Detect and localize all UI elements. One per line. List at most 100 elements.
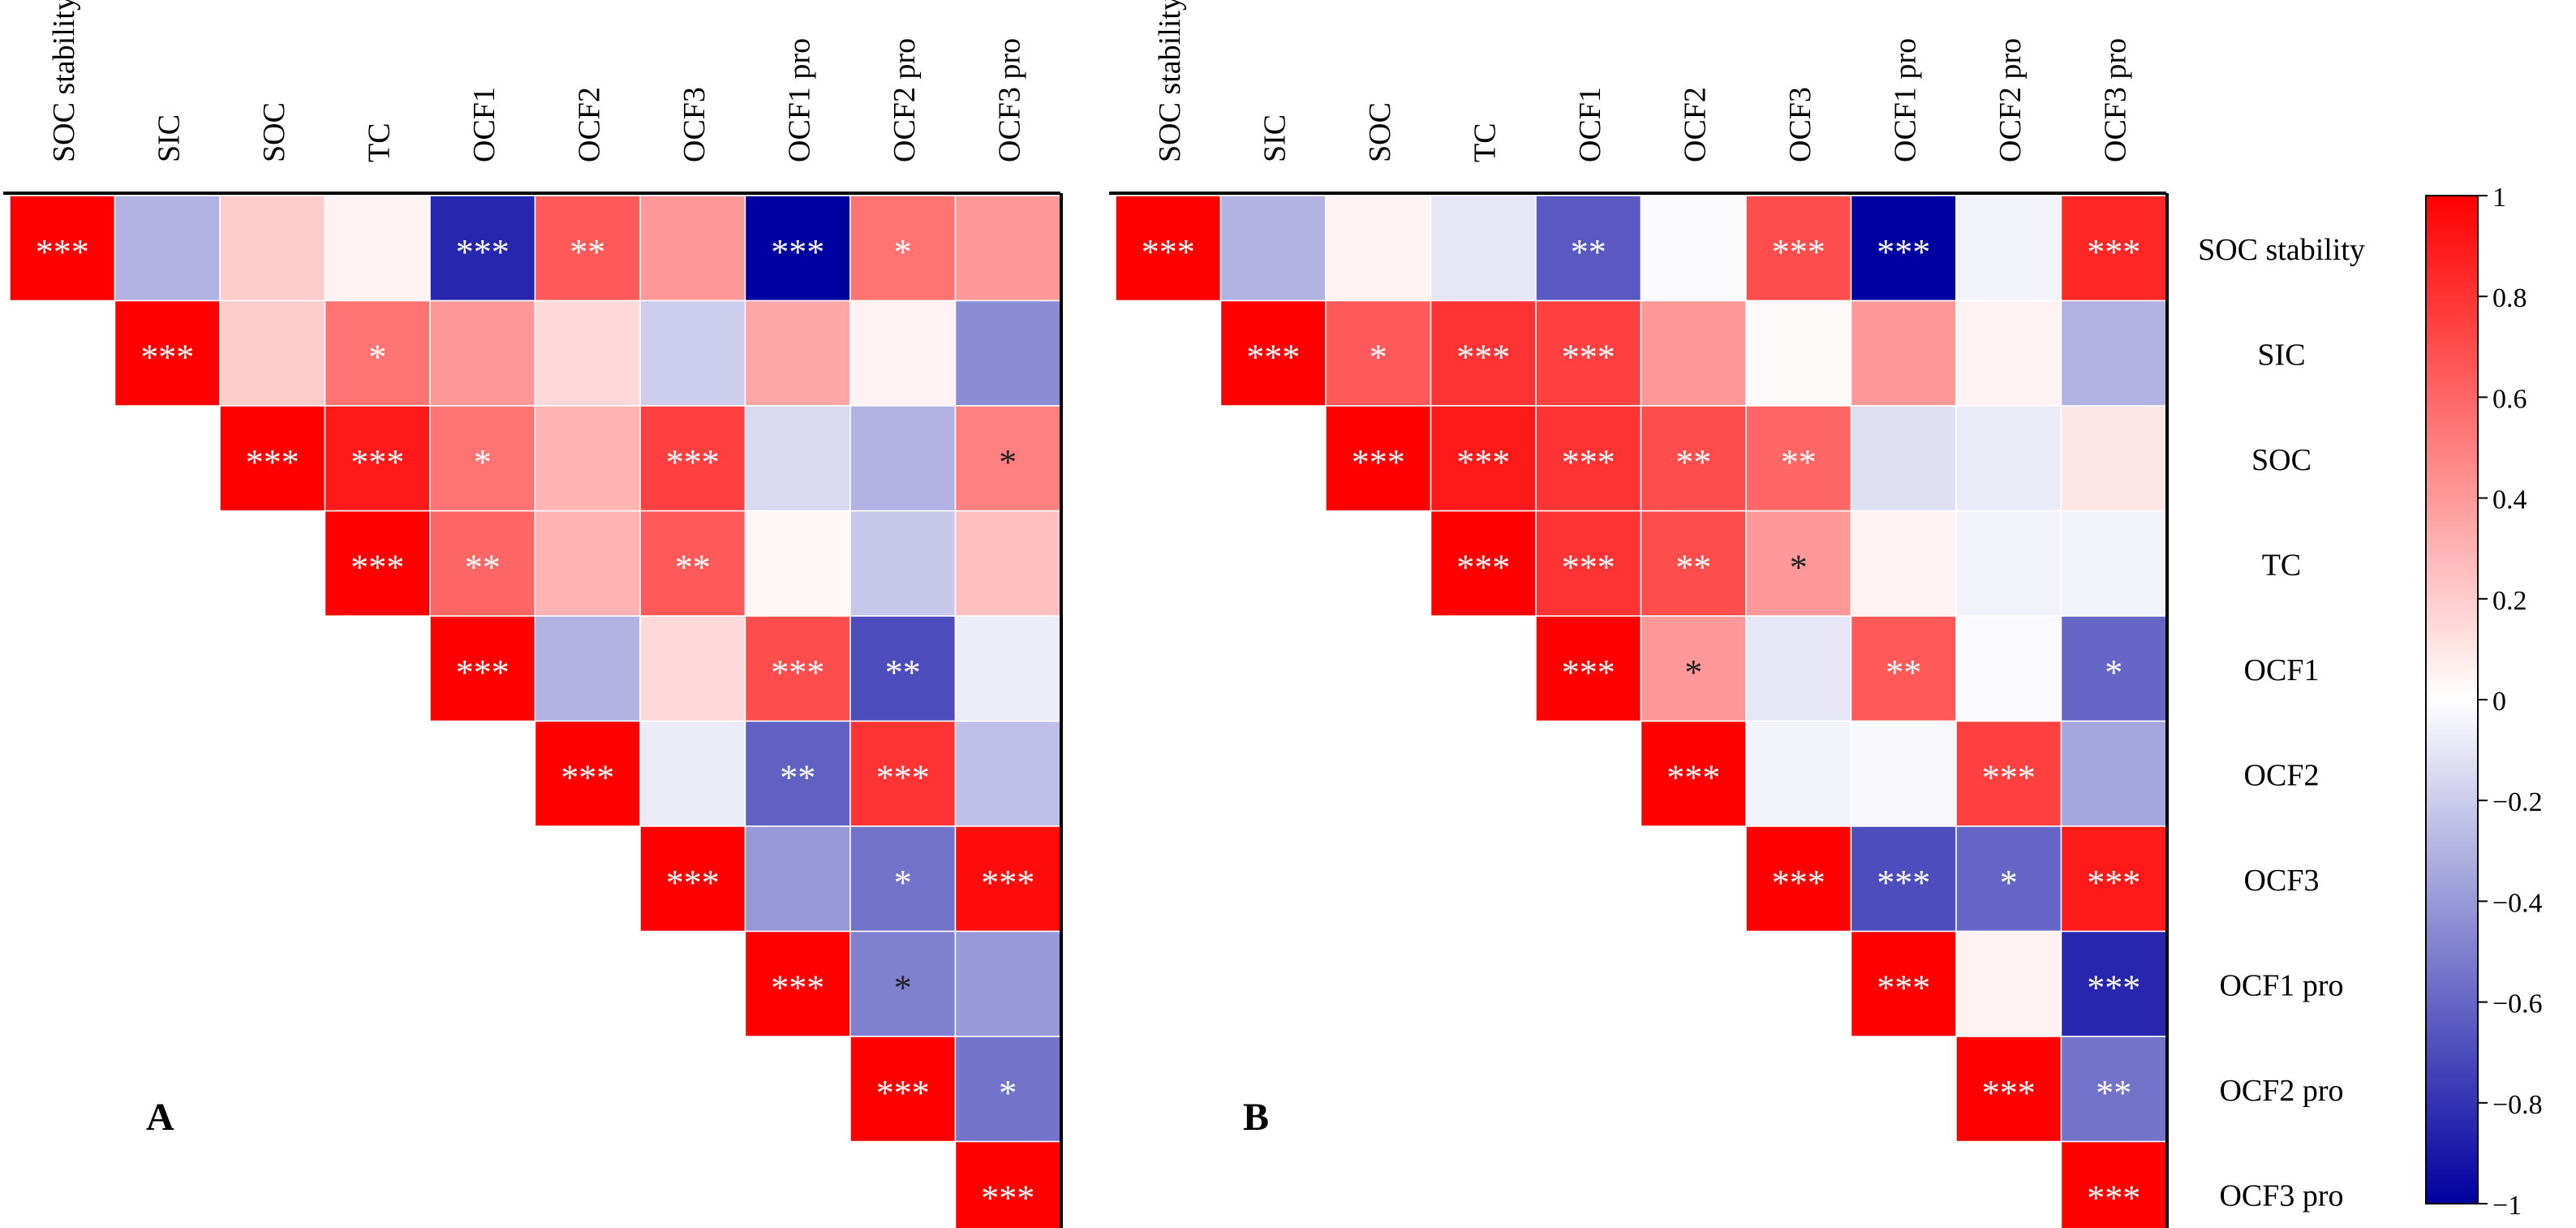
significance-label: *** [771,967,824,1007]
significance-label: *** [666,442,720,482]
heatmap-cell-a-0-4 [429,195,536,302]
heatmap-cell-b-3-8 [1955,510,2062,617]
heatmap-cell-a-3-7 [744,510,851,617]
significance-label: *** [1352,442,1405,482]
heatmap-cell-a-0-9 [954,195,1061,302]
significance-label: *** [876,1073,930,1113]
significance-label: *** [2087,1178,2140,1217]
column-label: OCF1 pro [1888,38,1922,162]
significance-label: *** [666,863,720,903]
heatmap-cell-b-0-1 [1219,195,1327,302]
colorbar: 1 0.8 0.6 0.4 0.2 0 −0.2 −0.4 −0.6 −0.8 −1 [2425,183,2543,1221]
heatmap-cell-a-5-6 [639,720,746,827]
heatmap-cell-b-2-8 [1955,405,2062,512]
row-label: TC [2262,548,2302,582]
heatmap-cell-a-2-9 [954,405,1061,512]
colorbar-tick-label: 0.6 [2492,384,2527,414]
colorbar-gradient [2425,195,2479,1204]
significance-label: *** [981,863,1034,903]
significance-label: *** [1562,442,1615,482]
significance-label: *** [1142,232,1195,272]
column-label: OCF1 pro [782,38,816,162]
heatmap-cell-a-0-5 [534,195,641,302]
column-label: SOC [1363,102,1397,162]
heatmap-cell-b-2-6 [1745,405,1852,512]
heatmap-cell-a-3-6 [639,510,746,617]
significance-label: ** [2096,1073,2131,1113]
column-label: SIC [152,114,186,162]
significance-label: ** [675,547,711,587]
heatmap-cell-b-5-9 [2060,720,2167,827]
significance-label: *** [561,757,614,797]
significance-label: *** [456,232,510,272]
heatmap-cell-b-0-4 [1535,195,1642,302]
colorbar-tick-label: −0.6 [2492,989,2543,1019]
significance-label: ** [1781,442,1817,482]
significance-label: * [368,337,386,377]
heatmap-cell-b-5-6 [1745,720,1852,827]
heatmap-cell-b-3-3 [1430,510,1537,617]
heatmap-cell-a-0-6 [639,195,746,302]
significance-label: *** [1246,337,1300,377]
heatmap-cell-b-0-2 [1325,195,1432,302]
significance-label: *** [1772,863,1826,903]
heatmap-cell-a-2-4 [429,405,536,512]
heatmap-cell-a-1-1 [114,299,221,407]
significance-label: ** [570,232,605,272]
row-label: OCF3 [2244,864,2320,898]
significance-label: * [1684,653,1702,692]
heatmap-cell-b-7-7 [1850,930,1957,1037]
column-label: SOC stability [1153,0,1187,162]
column-label: SOC [257,102,291,162]
heatmap-cell-b-5-5 [1640,720,1747,827]
column-label: OCF2 [572,87,606,162]
significance-label: *** [1456,547,1510,587]
significance-label: *** [36,232,89,272]
heatmap-cell-b-2-5 [1640,405,1747,512]
heatmap-cell-a-4-5 [534,615,641,722]
heatmap-cell-a-0-0 [9,195,116,302]
colorbar-tick-label: 1 [2492,183,2506,213]
row-label: OCF1 [2244,653,2320,687]
column-label: OCF3 pro [2098,38,2132,162]
significance-label: * [1790,547,1808,587]
significance-label: ** [1886,653,1921,692]
heatmap-cell-b-0-6 [1745,195,1852,302]
heatmap-cell-a-2-5 [534,405,641,512]
significance-label: *** [350,547,404,587]
heatmap-cell-b-9-9 [2060,1140,2167,1228]
column-label: SIC [1258,114,1292,162]
significance-label: *** [1456,442,1510,482]
significance-label: *** [876,757,930,797]
heatmap-cell-a-6-8 [849,825,957,933]
heatmap-cell-a-5-8 [849,720,957,827]
heatmap-cell-b-6-6 [1745,825,1852,933]
heatmap-cell-b-2-2 [1325,405,1432,512]
heatmap-cell-b-4-9 [2060,615,2167,722]
significance-label: *** [1456,337,1510,377]
row-label: OCF2 [2244,758,2320,792]
heatmap-cell-a-9-9 [954,1140,1061,1228]
heatmap-cell-a-0-7 [744,195,851,302]
significance-label: *** [981,1178,1034,1217]
heatmap-cell-b-0-5 [1640,195,1747,302]
colorbar-tick-label: −0.4 [2492,888,2543,918]
heatmap-cell-b-1-1 [1219,299,1327,407]
heatmap-cell-b-4-4 [1535,615,1642,722]
heatmap-cell-b-6-7 [1850,825,1957,933]
heatmap-cell-b-0-7 [1850,195,1957,302]
heatmap-cell-a-3-5 [534,510,641,617]
significance-label: *** [2087,232,2140,272]
significance-label: *** [246,442,299,482]
heatmap-cell-b-4-6 [1745,615,1852,722]
heatmap-cell-a-5-9 [954,720,1061,827]
significance-label: *** [2087,863,2140,903]
column-label: OCF1 [467,87,501,162]
heatmap-cell-b-7-9 [2060,930,2167,1037]
significance-label: *** [771,653,824,692]
heatmap-cell-a-3-3 [324,510,431,617]
heatmap-cell-a-3-4 [429,510,536,617]
row-label: OCF3 pro [2219,1178,2343,1213]
significance-label: * [894,232,912,272]
heatmap-cell-b-1-5 [1640,299,1747,407]
